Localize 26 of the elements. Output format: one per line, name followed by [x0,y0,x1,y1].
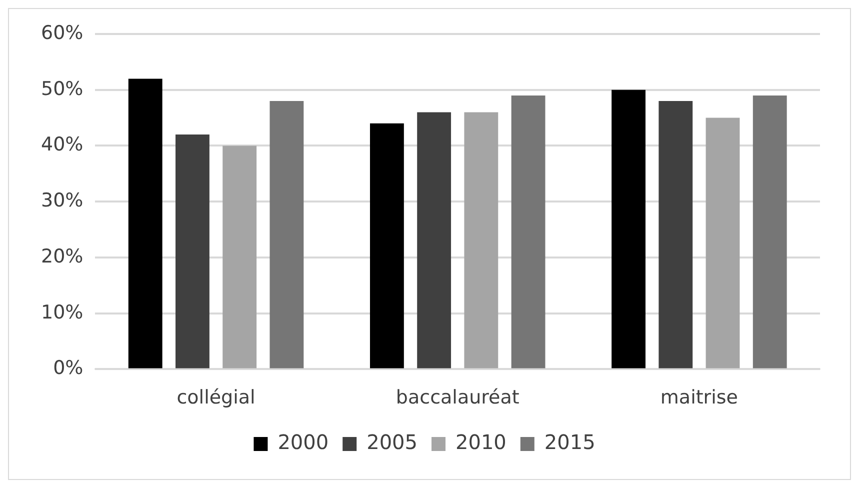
x-tick-label: collégial [176,386,256,409]
x-tick-label: baccalauréat [396,386,520,409]
bar [612,90,646,368]
bar [511,95,546,368]
legend-label: 2015 [544,430,596,454]
y-tick-label: 50% [40,78,84,100]
y-tick-label: 20% [40,245,84,268]
legend-label: 2010 [456,430,506,454]
x-tick-label: maitrise [660,386,738,409]
bar [128,78,162,368]
y-tick-label: 0% [53,357,84,380]
y-tick-label: 10% [40,301,84,324]
bar [752,95,787,368]
bar [464,112,498,368]
y-tick-label: 40% [40,134,84,156]
bar [706,118,740,368]
bar [417,112,452,368]
y-tick-label: 30% [40,190,84,212]
legend-label: 2000 [278,430,329,454]
bar [270,101,304,368]
bar [370,123,404,368]
legend-label: 2005 [366,430,418,454]
bar [176,134,210,368]
bar [658,101,693,368]
y-tick-label: 60% [40,22,84,44]
bar [222,146,257,368]
